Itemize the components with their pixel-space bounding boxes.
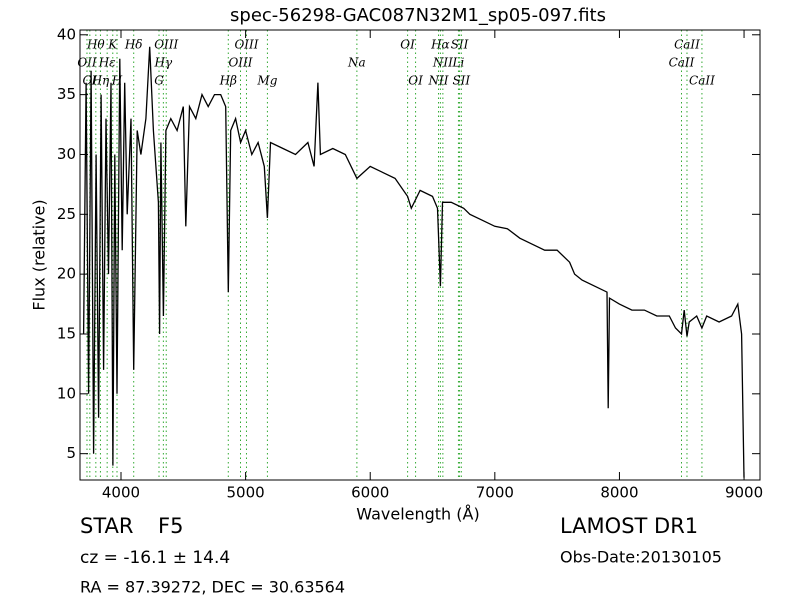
y-axis-label: Flux (relative) [30,199,49,310]
spectral-line-label: Hδ [124,38,143,52]
plot-frame [79,29,761,481]
x-tick-label: 4000 [102,484,140,502]
spectral-line-label: OI [408,74,423,88]
spectral-line-label: H [111,74,123,88]
spectral-line-label: Li [452,56,465,70]
survey: LAMOST DR1 [560,514,698,538]
x-axis-label: Wavelength (Å) [356,505,479,524]
spectral-line-label: G [154,74,164,88]
spectral-line-label: Hα [430,38,450,52]
spectral-line-label: CaII [689,74,715,88]
x-tick-label: 8000 [600,484,638,502]
y-tick-label: 15 [57,324,76,342]
spectral-line-label: Hθ [86,38,105,52]
x-tick-label: 5000 [227,484,265,502]
object-class: STAR [80,514,133,538]
y-tick-label: 25 [57,205,76,223]
spectral-line-label: CaII [674,38,700,52]
spectral-line-label: NII [428,74,449,88]
x-tick-label: 9000 [725,484,763,502]
x-tick-label: 7000 [476,484,514,502]
spectral-line-label: Hη [91,74,110,88]
spectral-line-label: Hβ [219,74,237,88]
y-tick-label: 30 [57,145,76,163]
y-tick-label: 35 [57,85,76,103]
spectral-line-label: OIII [154,38,178,52]
spectral-line-label: K [107,38,118,52]
spectral-line-label: SII [451,38,469,52]
y-tick-label: 10 [57,384,76,402]
spectral-line-label: NII [432,56,453,70]
spectral-line-label: OIII [234,38,258,52]
y-tick-label: 5 [66,444,76,462]
obs-date: Obs-Date:20130105 [560,548,722,567]
spectral-line-label: Hε [98,56,116,70]
spectral-line-label: OI [400,38,415,52]
spectral-line-label: Hγ [154,56,173,70]
spectrum-line [82,46,745,478]
y-tick-label: 20 [57,265,76,283]
x-tick-label: 6000 [351,484,389,502]
spectral-line-label: OII [77,56,97,70]
spectral-line-label: Mg [256,74,277,88]
spectral-line-label: Na [347,56,366,70]
spectral-line-label: OIII [228,56,252,70]
redshift: cz = -16.1 ± 14.4 [80,548,230,568]
spectral-line-label: SII [452,74,470,88]
spectral-line-label: CaII [669,56,695,70]
y-tick-label: 40 [57,25,76,43]
chart-title: spec-56298-GAC087N32M1_sp05-097.fits [230,5,606,26]
subclass: F5 [158,514,183,538]
coordinates: RA = 87.39272, DEC = 30.63564 [80,578,345,597]
